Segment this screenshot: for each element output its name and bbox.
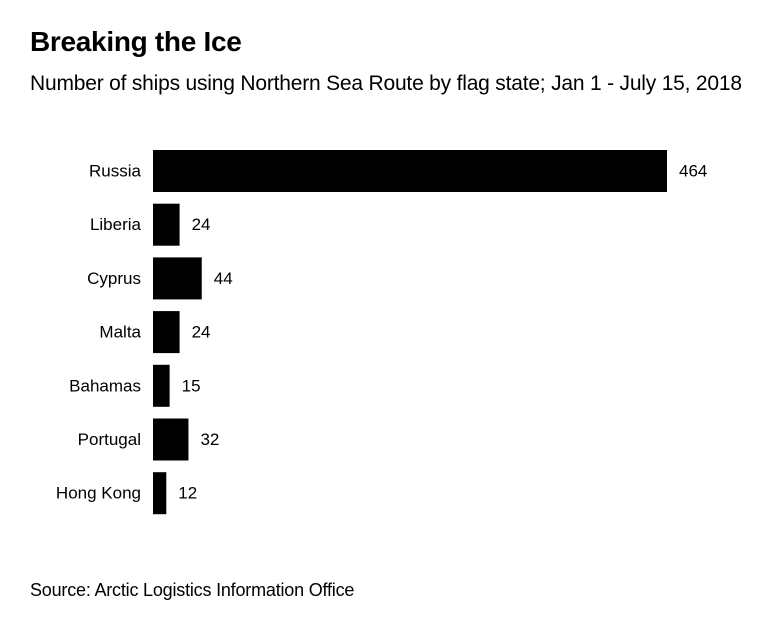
value-label-cyprus: 44 [214,269,233,288]
value-label-malta: 24 [192,323,211,342]
category-label-hong-kong: Hong Kong [56,484,141,503]
category-label-liberia: Liberia [90,215,142,234]
bar-russia [153,150,667,192]
chart-title: Breaking the Ice [30,26,242,57]
bar-chart: Russia 464 Liberia 24 Cyprus 44 Malta 24 Bahamas… [56,150,707,515]
category-label-bahamas: Bahamas [69,376,141,395]
bar-hong-kong [153,472,167,515]
category-label-portugal: Portugal [78,430,141,449]
chart-subtitle: Number of ships using Northern Sea Route… [30,72,742,95]
bar-bahamas [153,364,170,407]
bar-portugal [153,418,189,461]
value-label-bahamas: 15 [182,376,201,395]
value-label-hong-kong: 12 [178,484,197,503]
value-label-liberia: 24 [192,215,211,234]
category-label-russia: Russia [89,162,142,181]
category-label-cyprus: Cyprus [87,269,141,288]
bar-cyprus [153,257,202,300]
category-label-malta: Malta [99,323,141,342]
bar-malta [153,311,180,354]
bar-liberia [153,203,180,246]
value-label-portugal: 32 [200,430,219,449]
source-note: Source: Arctic Logistics Information Off… [30,580,355,600]
value-label-russia: 464 [679,162,707,181]
